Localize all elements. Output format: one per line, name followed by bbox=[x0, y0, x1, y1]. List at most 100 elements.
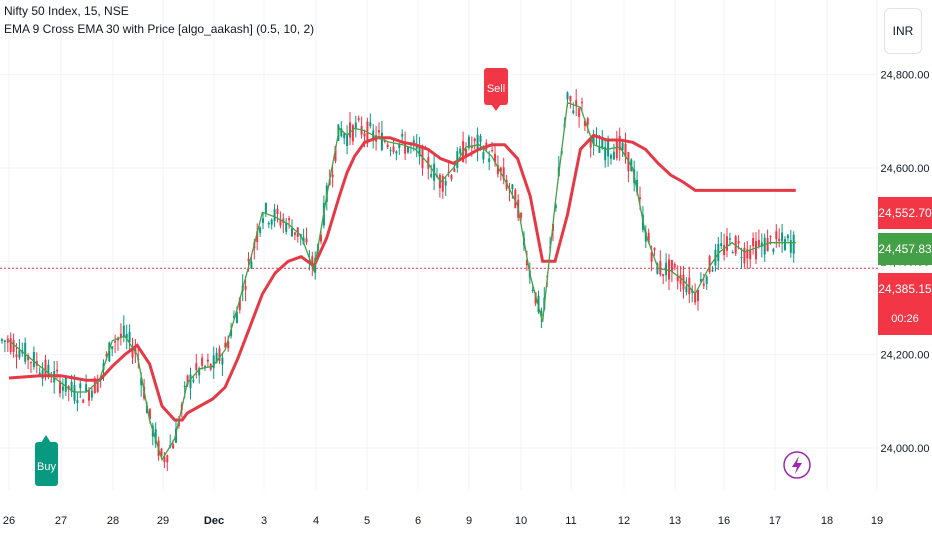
candle-body bbox=[731, 252, 734, 254]
candle-body bbox=[682, 274, 685, 290]
candle-body bbox=[96, 379, 99, 392]
candle-body bbox=[334, 145, 337, 162]
x-tick-label: 6 bbox=[415, 515, 421, 527]
candle-body bbox=[186, 375, 189, 385]
x-tick-label: 4 bbox=[313, 515, 319, 527]
candle-body bbox=[111, 346, 114, 350]
candle-body bbox=[404, 142, 407, 154]
candle-body bbox=[583, 120, 586, 127]
candle-body bbox=[82, 399, 85, 403]
candle-body bbox=[357, 118, 360, 121]
candle-body bbox=[224, 342, 227, 348]
candle-body bbox=[76, 400, 79, 404]
ema-30-price-label: 24,552.70 bbox=[878, 197, 932, 229]
candle-body bbox=[250, 261, 253, 269]
candle-body bbox=[650, 252, 653, 262]
candle-body bbox=[520, 213, 523, 218]
candle-body bbox=[665, 262, 668, 276]
candle-body bbox=[711, 269, 714, 272]
candle-body bbox=[351, 125, 354, 142]
candle-body bbox=[105, 354, 108, 357]
candle-body bbox=[676, 275, 679, 282]
candle-body bbox=[488, 158, 491, 162]
candle-body bbox=[586, 118, 589, 125]
sell-signal[interactable]: Sell bbox=[484, 68, 508, 111]
candle-body bbox=[702, 283, 705, 286]
candle-body bbox=[125, 333, 128, 339]
candle-body bbox=[569, 95, 572, 102]
candle-body bbox=[128, 331, 131, 343]
candle-body bbox=[465, 149, 467, 157]
candle-body bbox=[412, 139, 415, 144]
candle-body bbox=[615, 138, 618, 159]
candle-body bbox=[450, 175, 453, 180]
x-tick-label: 27 bbox=[55, 515, 67, 527]
candle-body bbox=[685, 286, 688, 293]
candle-body bbox=[705, 276, 708, 284]
candle-body bbox=[212, 355, 215, 369]
candle-body bbox=[499, 167, 502, 172]
candle-body bbox=[511, 184, 514, 189]
candle-body bbox=[50, 380, 53, 382]
candle-body bbox=[73, 385, 76, 401]
x-tick-label: 16 bbox=[718, 515, 730, 527]
candle-body bbox=[749, 250, 752, 260]
candle-body bbox=[47, 364, 50, 375]
x-tick-label: 13 bbox=[669, 515, 681, 527]
candle-body bbox=[349, 122, 351, 138]
candle-body bbox=[267, 222, 270, 225]
candle-body bbox=[160, 448, 163, 457]
candle-body bbox=[119, 333, 122, 338]
candle-body bbox=[215, 352, 218, 363]
y-tick-label: 24,800.00 bbox=[881, 70, 930, 82]
x-tick-label: 10 bbox=[515, 515, 527, 527]
candle-body bbox=[340, 128, 343, 137]
candle-body bbox=[514, 189, 517, 209]
candle-body bbox=[9, 338, 12, 352]
candle-body bbox=[204, 366, 206, 368]
ema-30-line bbox=[8, 133, 796, 422]
candle-body bbox=[679, 274, 682, 285]
indicator-title: EMA 9 Cross EMA 30 with Price [algo_aaka… bbox=[4, 22, 315, 36]
x-tick-label: 28 bbox=[107, 515, 119, 527]
candle-body bbox=[276, 208, 279, 214]
candle-body bbox=[688, 277, 691, 295]
candle-body bbox=[15, 354, 18, 358]
candle-body bbox=[18, 350, 21, 358]
ema-9-line bbox=[8, 101, 796, 462]
x-tick-label: 18 bbox=[821, 515, 833, 527]
candle-body bbox=[418, 145, 421, 157]
x-tick-label: 3 bbox=[261, 515, 267, 527]
candle-body bbox=[378, 130, 380, 133]
candle-body bbox=[291, 228, 293, 237]
candle-body bbox=[717, 243, 720, 262]
x-tick-label: 11 bbox=[565, 515, 576, 527]
candle-body bbox=[473, 138, 476, 142]
candle-body bbox=[746, 249, 749, 259]
lightning-icon[interactable] bbox=[783, 451, 811, 479]
candle-body bbox=[778, 239, 781, 241]
candle-body bbox=[401, 133, 404, 137]
candle-body bbox=[502, 167, 505, 180]
candle-body bbox=[305, 238, 308, 243]
candle-body bbox=[279, 220, 282, 226]
x-tick-label: Dec bbox=[204, 515, 224, 527]
candle-body bbox=[789, 240, 792, 253]
candle-body bbox=[755, 241, 757, 260]
candle-body bbox=[24, 342, 27, 362]
candle-body bbox=[453, 168, 456, 172]
candle-body bbox=[598, 146, 601, 153]
candle-body bbox=[233, 316, 235, 318]
candle-body bbox=[247, 258, 250, 261]
candle-body bbox=[697, 289, 699, 302]
candle-body bbox=[166, 455, 169, 463]
candle-body bbox=[760, 242, 763, 247]
buy-signal[interactable]: Buy bbox=[35, 435, 58, 486]
currency-button[interactable]: INR bbox=[884, 8, 922, 54]
candle-body bbox=[114, 341, 117, 343]
x-axis: 26 27 28 29 Dec 3 4 5 6 9 10 11 12 13 16 17 18 19 bbox=[3, 515, 883, 527]
candle-body bbox=[85, 384, 88, 392]
candle-body bbox=[244, 285, 247, 290]
candle-body bbox=[311, 256, 314, 267]
